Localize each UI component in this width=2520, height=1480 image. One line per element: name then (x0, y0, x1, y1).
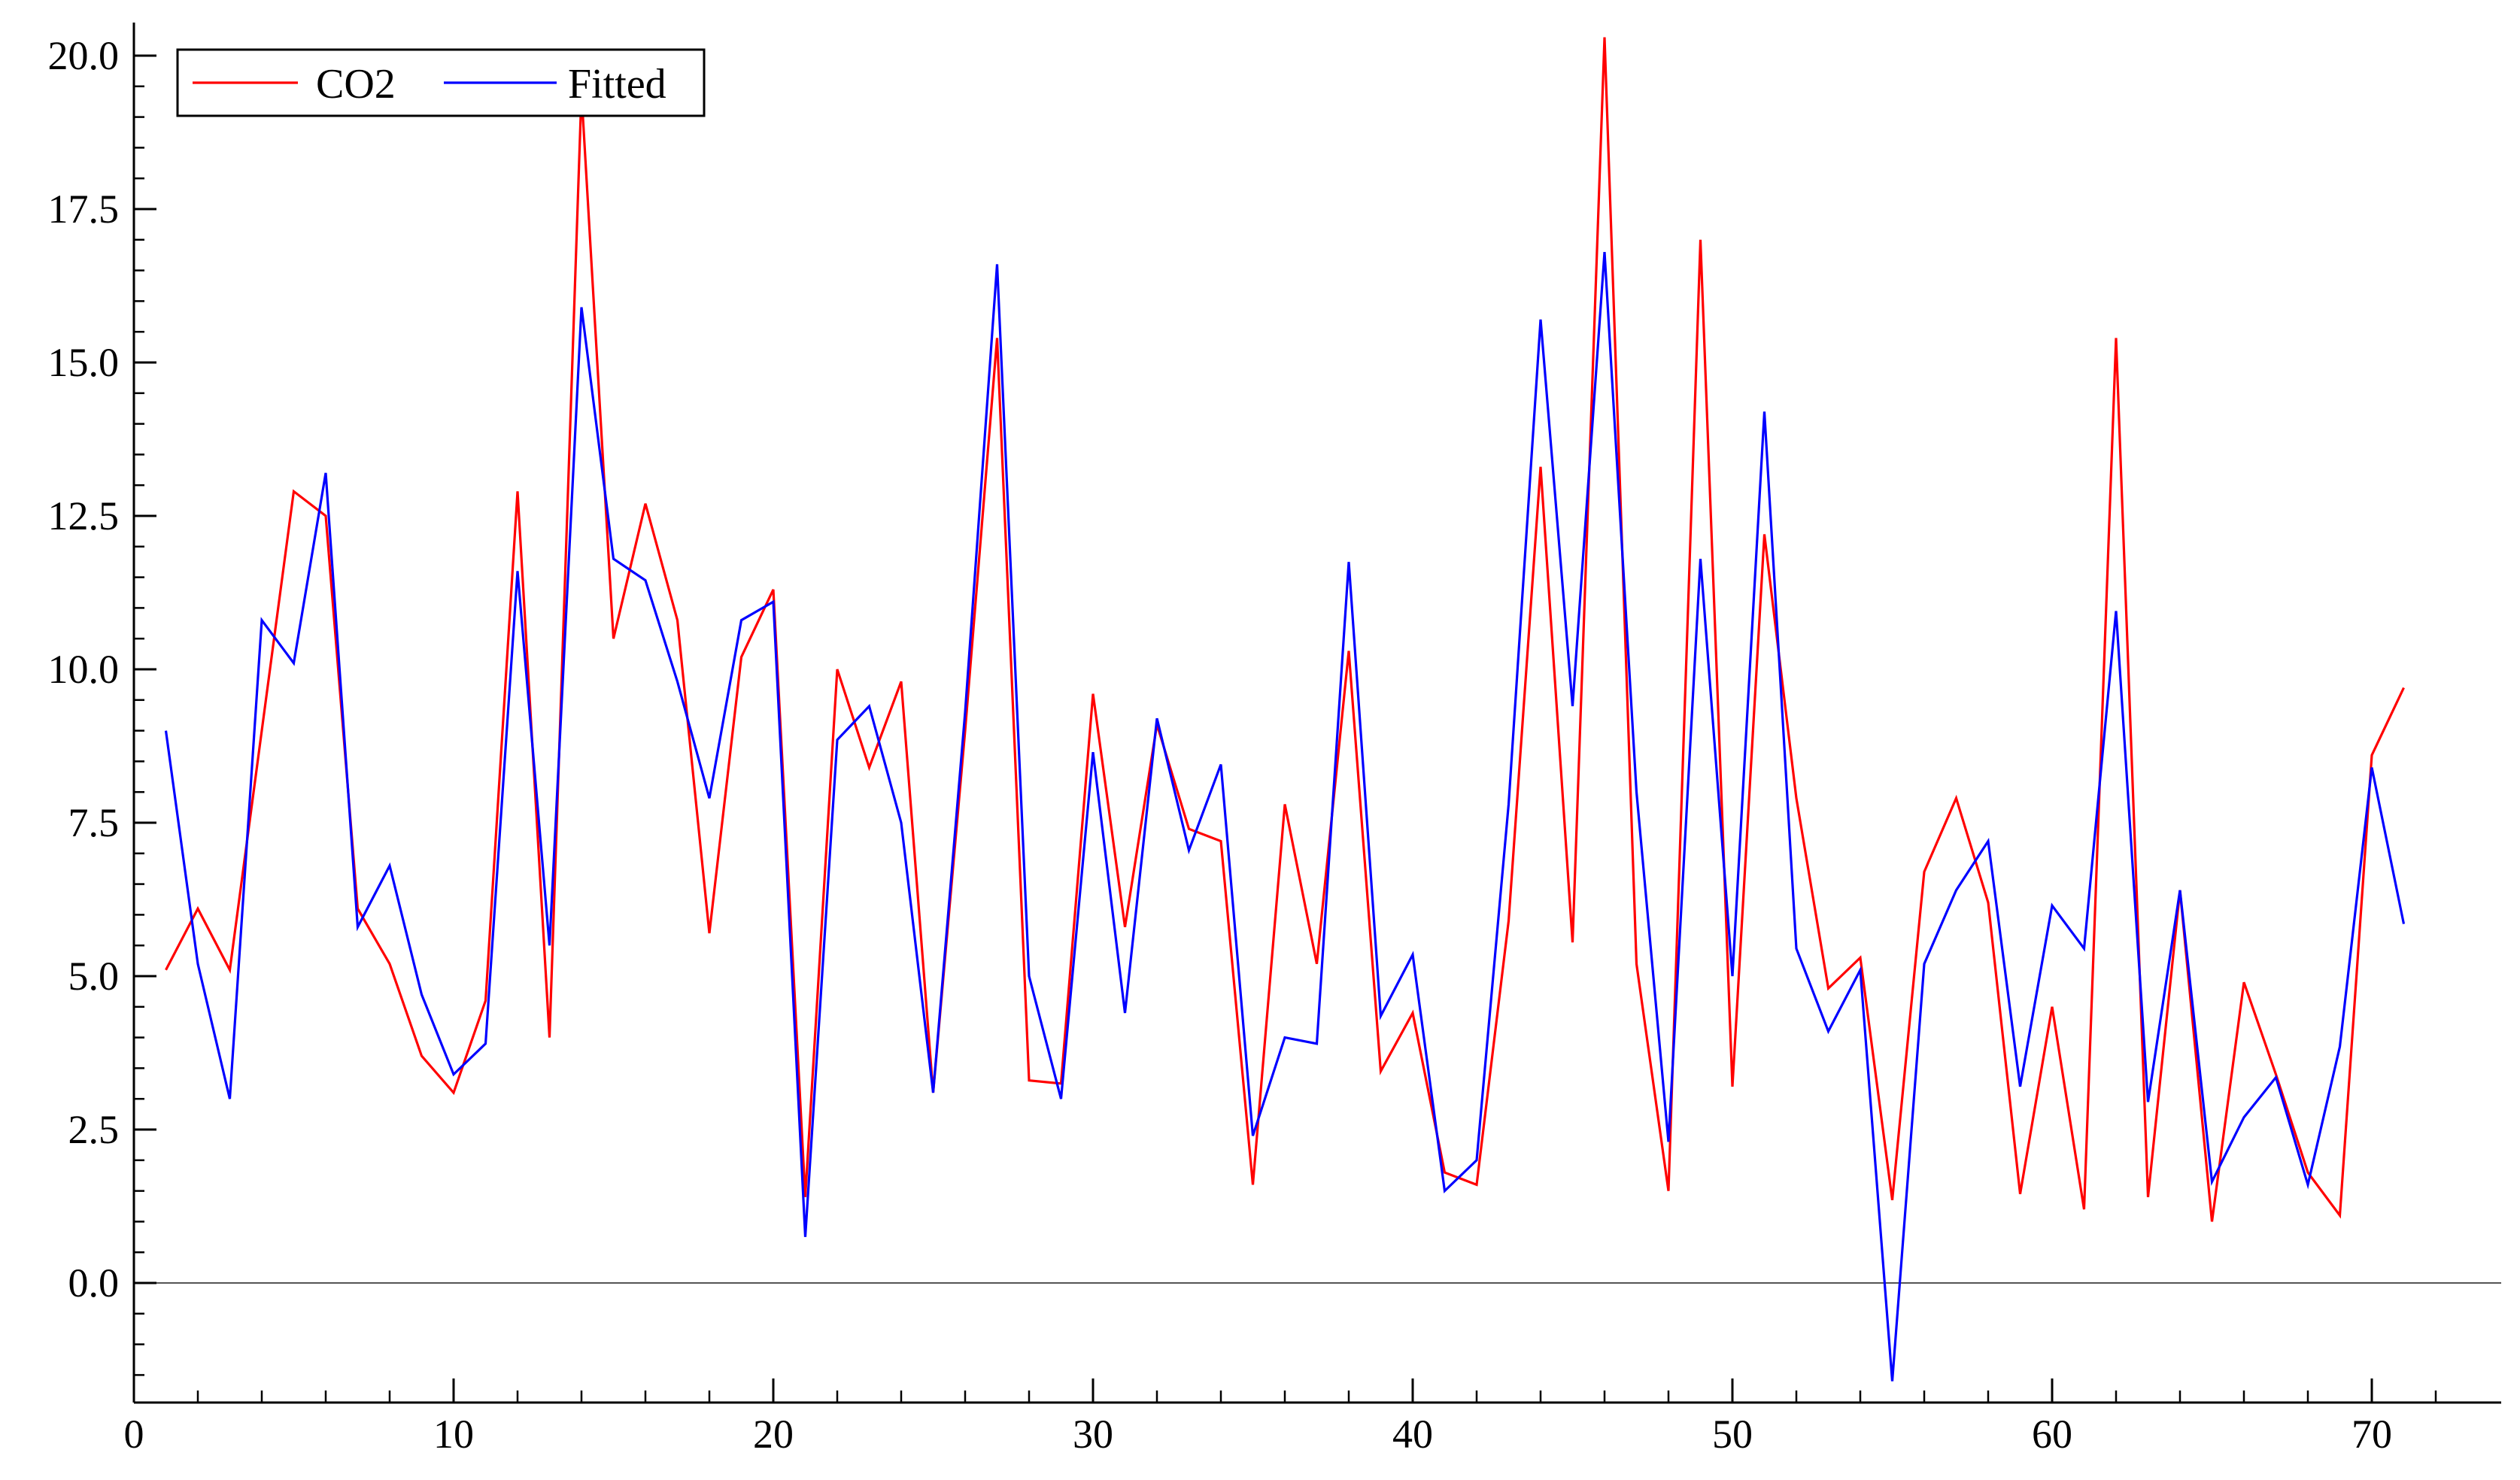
y-tick-label: 17.5 (48, 187, 120, 232)
legend-label-fitted: Fitted (568, 61, 666, 108)
y-tick-label: 12.5 (48, 493, 120, 538)
series-line-co2 (165, 37, 2405, 1222)
x-tick-label: 20 (753, 1412, 794, 1457)
x-tick-label: 60 (2032, 1412, 2072, 1457)
axis-ticks: 0.0 2.5 5.0 7.5 10.0 12.5 15.0 17.5 20.0 0 10 20 30 4… (48, 33, 2437, 1457)
legend: CO2 Fitted (176, 48, 706, 117)
x-tick-label: 70 (2351, 1412, 2392, 1457)
y-tick-label: 10.0 (48, 647, 120, 692)
y-tick-label: 2.5 (68, 1107, 120, 1152)
y-tick-label: 15.0 (48, 340, 120, 385)
y-tick-label: 5.0 (68, 954, 120, 999)
x-tick-label: 30 (1073, 1412, 1113, 1457)
plot-frame (132, 23, 2501, 1404)
y-tick-label: 7.5 (68, 800, 120, 845)
series-line-fitted (164, 251, 2406, 1381)
x-tick-label: 40 (1392, 1412, 1433, 1457)
series-layer (164, 37, 2406, 1381)
legend-label-co2: CO2 (316, 61, 396, 108)
y-tick-label: 0.0 (68, 1260, 120, 1306)
x-tick-label: 0 (124, 1412, 144, 1457)
y-tick-label: 20.0 (48, 33, 120, 78)
x-tick-label: 50 (1712, 1412, 1753, 1457)
x-tick-label: 10 (433, 1412, 474, 1457)
